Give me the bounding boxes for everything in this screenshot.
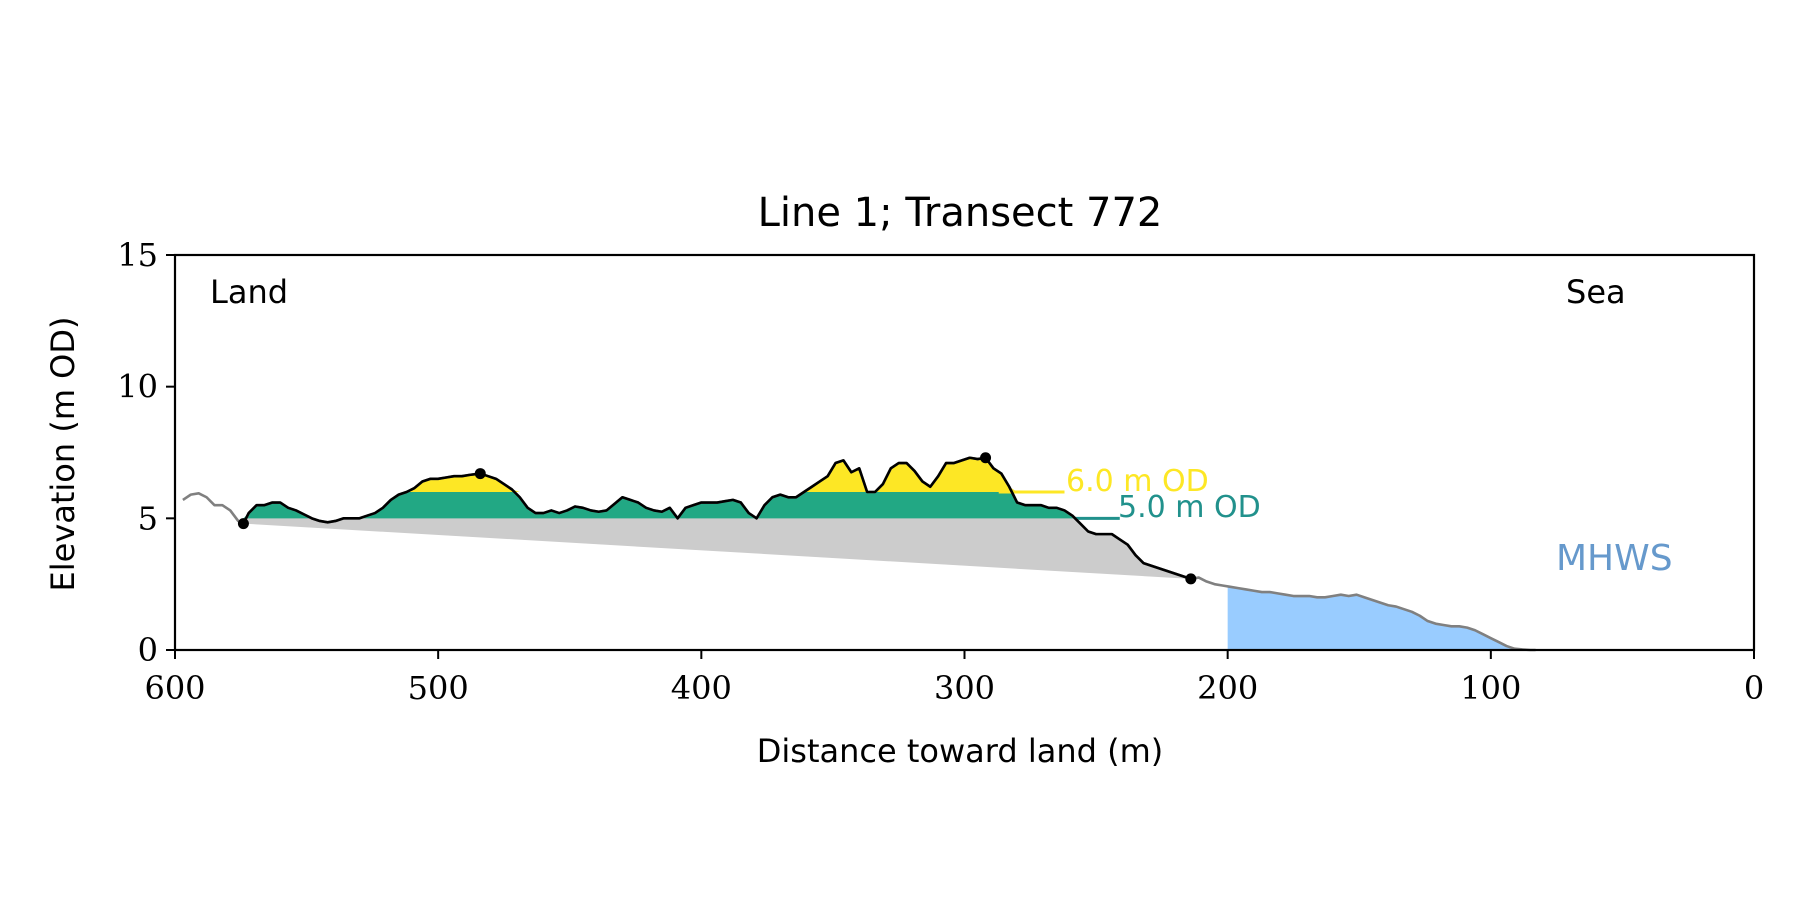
x-tick-label: 300: [934, 669, 995, 707]
y-tick-label: 5: [138, 499, 158, 537]
chart-marks: 600 500 400 300 200 100 0 0 5 10 15: [117, 236, 1764, 707]
profile-marker-3: [980, 452, 992, 464]
y-axis-label: Elevation (m OD): [44, 317, 82, 592]
axes-frame: [173, 253, 1756, 652]
profile-marker-4: [1185, 573, 1197, 585]
above-6m-fill: [243, 457, 1191, 492]
x-tick-label: 600: [144, 669, 205, 707]
y-tick-label: 0: [138, 631, 158, 669]
x-tick-label: 400: [671, 669, 732, 707]
mhws-water-2: [1599, 582, 1617, 650]
sea-label: Sea: [1566, 273, 1626, 311]
chart-title: Line 1; Transect 772: [758, 190, 1163, 236]
land-label: Land: [210, 273, 288, 311]
dune-volume-fill: [243, 457, 1191, 579]
x-tick-label: 0: [1744, 669, 1764, 707]
x-tick-label: 200: [1197, 669, 1258, 707]
y-tick-label: 15: [117, 236, 158, 274]
level-5-label: 5.0 m OD: [1118, 490, 1261, 525]
y-tick-label: 10: [117, 368, 158, 406]
x-axis-label: Distance toward land (m): [757, 732, 1163, 770]
x-tick-label: 500: [408, 669, 469, 707]
profile-marker-1: [237, 518, 249, 530]
above-5m-fill: [243, 457, 1191, 519]
mhws-label: MHWS: [1556, 538, 1673, 579]
profile-line-dune: [242, 456, 1192, 581]
profile-marker-2: [474, 468, 486, 480]
x-tick-label: 100: [1460, 669, 1521, 707]
level-6-label: 6.0 m OD: [1066, 464, 1209, 499]
